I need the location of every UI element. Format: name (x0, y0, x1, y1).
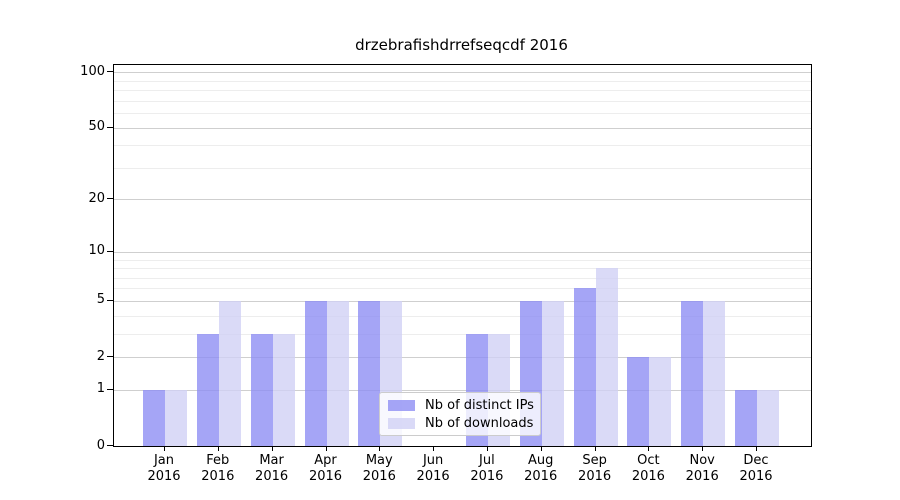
gridline-2 (114, 357, 811, 358)
y-tick-label-50: 50 (88, 119, 105, 134)
y-tick-label-0: 0 (96, 437, 105, 453)
bar-ips-2 (250, 333, 273, 446)
bar-downloads-9 (649, 357, 672, 446)
bar-downloads-7 (541, 300, 564, 446)
gridline-20 (114, 199, 811, 201)
legend-item-downloads: Nb of downloads (388, 415, 534, 431)
bar-downloads-2 (272, 333, 295, 446)
gridline-50 (114, 127, 811, 129)
bar-ips-9 (627, 357, 650, 446)
bar-downloads-3 (326, 300, 349, 446)
legend: Nb of distinct IPs Nb of downloads (379, 392, 541, 436)
x-tick-label-5: Jun 2016 (416, 453, 450, 484)
y-tick-label-10: 10 (88, 243, 105, 259)
chart-title: drzebrafishdrrefseqcdf 2016 (355, 36, 568, 54)
x-tick-mark-4 (379, 446, 381, 451)
bar-ips-8 (573, 288, 596, 446)
x-tick-mark-5 (433, 446, 435, 451)
y-tick-label-2: 2 (96, 348, 105, 364)
legend-label-distinct-ips: Nb of distinct IPs (425, 397, 534, 413)
gridline-90 (114, 80, 811, 82)
x-tick-label-10: Nov 2016 (685, 453, 719, 484)
gridline-6 (114, 288, 811, 290)
x-tick-label-3: Apr 2016 (308, 453, 343, 484)
bar-downloads-11 (757, 389, 779, 446)
x-tick-mark-7 (540, 446, 542, 451)
y-tick-mark-1 (107, 388, 113, 390)
bar-ips-0 (143, 389, 165, 446)
x-tick-mark-9 (648, 446, 650, 451)
bar-ips-10 (681, 300, 704, 446)
gridline-60 (114, 113, 811, 114)
y-tick-mark-10 (107, 250, 113, 252)
x-tick-mark-6 (486, 446, 488, 451)
bar-ips-3 (304, 300, 327, 446)
gridline-9 (114, 259, 811, 261)
gridline-80 (114, 90, 811, 91)
y-tick-label-100: 100 (80, 63, 105, 79)
y-tick-label-1: 1 (96, 381, 105, 397)
y-tick-mark-5 (107, 299, 113, 301)
y-tick-mark-2 (107, 356, 113, 357)
y-tick-mark-0 (107, 445, 113, 446)
bar-downloads-8 (595, 268, 618, 446)
x-tick-label-9: Oct 2016 (631, 453, 665, 484)
x-tick-mark-10 (702, 446, 704, 451)
bar-downloads-10 (703, 300, 726, 446)
x-tick-label-2: Mar 2016 (255, 453, 289, 484)
gridline-7 (114, 277, 811, 279)
bar-downloads-1 (218, 300, 241, 446)
x-tick-label-1: Feb 2016 (201, 453, 235, 484)
bar-downloads-0 (165, 389, 187, 446)
y-tick-mark-100 (107, 71, 113, 73)
x-tick-mark-0 (164, 446, 165, 451)
gridline-4 (114, 315, 811, 317)
x-tick-label-7: Aug 2016 (524, 453, 558, 484)
legend-label-downloads: Nb of downloads (425, 415, 534, 431)
x-tick-mark-11 (756, 446, 757, 451)
x-tick-mark-3 (325, 446, 327, 451)
x-tick-label-8: Sep 2016 (578, 453, 612, 484)
x-tick-mark-2 (271, 446, 273, 451)
gridline-100 (114, 72, 811, 74)
gridline-5 (114, 300, 811, 302)
gridline-40 (114, 145, 811, 147)
bar-ips-4 (358, 300, 381, 446)
legend-swatch-distinct-ips (388, 399, 415, 411)
legend-item-distinct-ips: Nb of distinct IPs (388, 397, 534, 413)
y-tick-mark-50 (107, 126, 113, 128)
x-tick-label-4: May 2016 (362, 453, 396, 484)
gridline-3 (114, 333, 811, 335)
plot-area (113, 64, 812, 447)
x-tick-label-11: Dec 2016 (739, 453, 773, 484)
y-tick-label-5: 5 (96, 292, 105, 308)
gridline-70 (114, 100, 811, 102)
x-tick-mark-1 (217, 446, 219, 451)
gridline-30 (114, 167, 811, 169)
gridline-10 (114, 251, 811, 253)
bar-ips-11 (735, 389, 757, 446)
legend-swatch-downloads (388, 417, 415, 429)
gridline-8 (114, 268, 811, 269)
y-tick-label-20: 20 (88, 190, 105, 206)
x-tick-label-6: Jul 2016 (470, 453, 504, 484)
y-tick-mark-20 (107, 198, 113, 200)
x-tick-label-0: Jan 2016 (147, 453, 181, 484)
x-tick-mark-8 (594, 446, 596, 451)
gridline-1 (114, 389, 811, 391)
bar-ips-1 (196, 333, 219, 446)
